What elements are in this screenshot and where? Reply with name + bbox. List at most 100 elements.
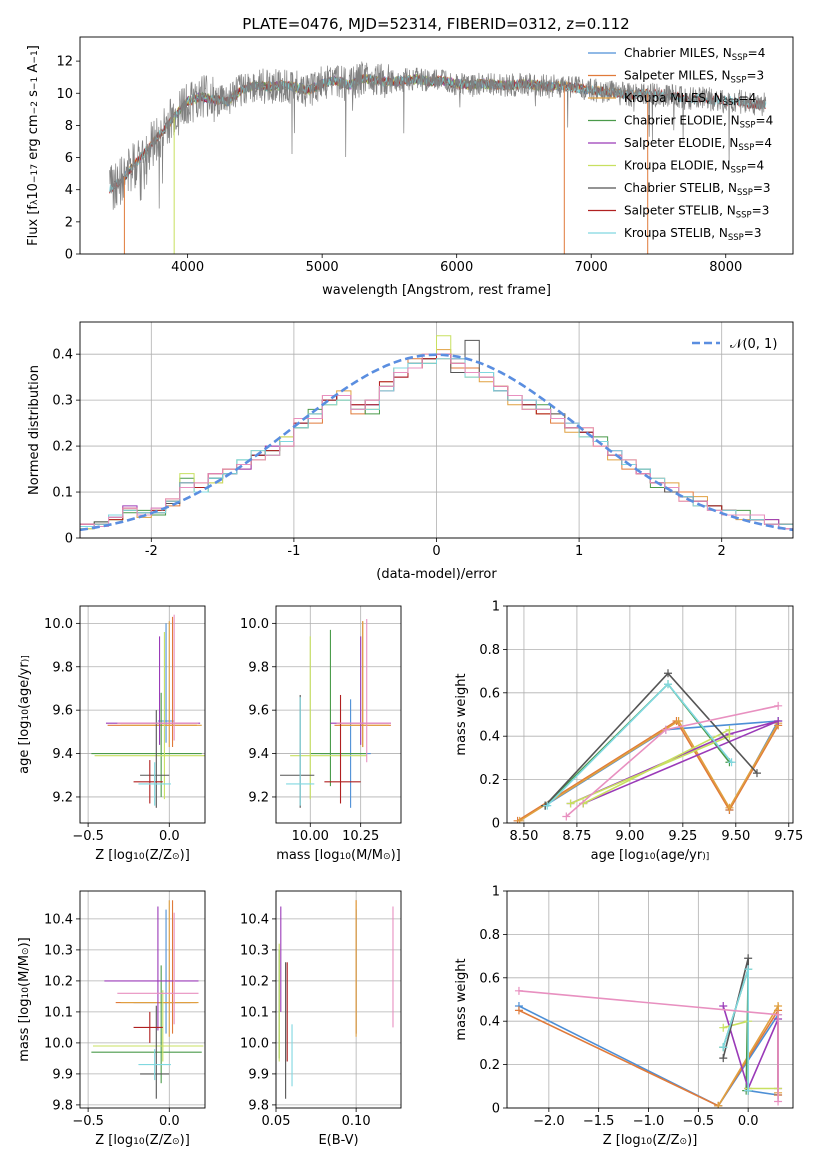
plus-marker [514,986,523,995]
plot-mass_vs_Z: −0.5 0.0 9.8 9.9 10.0 10.1 10.2 10.3 10.4 Z [log1… [17,890,206,1148]
plus-marker [674,717,683,726]
plus-marker [774,1010,783,1019]
plus-marker [744,965,753,974]
axes-frame [275,890,402,1109]
plus-marker [664,680,673,689]
plus-marker [543,801,552,810]
y-tick-label: 0 [65,532,73,547]
y-tick-label: 0.4 [52,348,73,363]
y-tick-label: 10.4 [44,912,73,927]
y-axis-label: Flux [fλ10−17 erg cm−2 s−1 A−1] [26,45,41,246]
x-axis-label: Z [log10(Z/Z⊙)] [603,1133,698,1148]
legend-label: Chabrier STELIB, NSSP=3 [624,181,771,198]
x-tick-label: −1.5 [583,1114,615,1129]
plot-age_vs_Z: −0.5 0.0 9.2 9.4 9.6 9.8 10.0 Z [log10(Z/Z⊙)] ag… [17,605,206,863]
x-tick-label: 5000 [306,260,339,275]
y-tick-label: 0.8 [479,928,500,943]
plot-area [80,335,793,538]
plus-marker [774,1097,783,1106]
legend: 𝒩(0, 1) [692,337,777,352]
plot-spectrum: 4000 5000 6000 7000 8000 0 2 4 6 8 10 12 wavelength … [26,36,794,298]
y-tick-label: 0.2 [479,1058,500,1073]
mass-weight-line [519,719,779,822]
histogram-series [80,353,793,538]
axes-frame [275,605,402,824]
x-tick-label: −2.0 [533,1114,565,1129]
plus-marker [661,725,670,734]
x-tick-label: 7000 [575,260,608,275]
x-tick-label: 0.0 [159,829,180,844]
x-tick-label: 8.75 [562,829,591,844]
x-tick-label: −0.5 [683,1114,715,1129]
x-axis-label: age [log10(age/yr)] [591,848,710,863]
y-tick-label: 10.0 [44,1036,73,1051]
x-tick-label: 10.25 [342,829,379,844]
y-tick-label: 6 [65,151,73,166]
y-tick-label: 0.2 [52,440,73,455]
y-tick-label: 9.9 [248,1067,269,1082]
plot-area [278,900,394,1099]
mass-weight-line [517,719,779,822]
axes-frame [79,36,794,255]
y-tick-label: 1 [492,885,500,900]
legend-label: Kroupa ELODIE, NSSP=4 [624,159,764,176]
y-axis-label: age [log10(age/yr)] [17,655,32,774]
normal-curve [80,353,793,532]
plus-marker [566,799,575,808]
x-tick-label: 8.50 [509,829,538,844]
plot-mass_vs_EBV: 0.05 0.10 9.8 9.9 10.0 10.1 10.2 10.3 10.4 E(B-V) [240,890,402,1148]
x-axis-label: wavelength [Angstrom, rest frame] [322,283,551,298]
plus-marker [774,1002,783,1011]
plus-marker [725,725,734,734]
y-tick-label: 9.6 [52,704,73,719]
x-tick-label: 0.10 [342,1114,371,1129]
y-tick-label: 0.4 [479,730,500,745]
plus-marker [562,812,571,821]
y-tick-label: 9.2 [52,790,73,805]
y-axis-label: mass weight [454,958,469,1040]
x-tick-label: -1 [287,544,300,559]
figure-title: PLATE=0476, MJD=52314, FIBERID=0312, z=0… [242,15,629,33]
x-tick-label: 0.0 [159,1114,180,1129]
y-axis-label: mass [log10(M/M⊙)] [17,937,32,1061]
y-tick-label: 8 [65,119,73,134]
y-tick-label: 9.4 [248,747,269,762]
y-tick-label: 9.9 [52,1067,73,1082]
y-tick-label: 9.8 [248,660,269,675]
x-tick-label: -2 [145,544,158,559]
plot-area [280,619,391,808]
plus-marker [752,769,761,778]
y-tick-label: 9.8 [248,1098,269,1113]
legend-label: Kroupa STELIB, NSSP=3 [624,226,762,243]
x-axis-label: mass [log10(M/M⊙)] [276,848,400,863]
legend-label: 𝒩(0, 1) [730,337,777,352]
mass-weight-line [570,720,779,805]
plot-age_vs_mass: 10.00 10.25 9.2 9.4 9.6 9.8 10.0 mass [log10(M/… [240,605,402,863]
x-tick-label: 2 [718,544,726,559]
plus-marker [744,954,753,963]
y-tick-label: 9.2 [248,790,269,805]
y-tick-label: 10.4 [240,912,269,927]
legend-label: Salpeter ELODIE, NSSP=4 [624,136,772,153]
plot-area [513,669,783,823]
y-tick-label: 0 [65,248,73,263]
x-tick-label: 8000 [709,260,742,275]
x-axis-label: Z [log10(Z/Z⊙)] [95,848,190,863]
x-tick-label: −0.5 [72,829,104,844]
legend-label: Chabrier ELODIE, NSSP=4 [624,114,773,131]
y-tick-label: 9.6 [248,704,269,719]
plot-residuals: -2 -1 0 1 2 0 0.1 0.2 0.3 0.4 (data-model)/error No… [27,321,794,582]
y-tick-label: 10.0 [240,1036,269,1051]
y-tick-label: 0.8 [479,643,500,658]
y-tick-label: 10.1 [44,1005,73,1020]
y-tick-label: 0.3 [52,394,73,409]
plot-area [91,614,205,808]
x-tick-label: 9.50 [721,829,750,844]
plus-marker [714,1101,723,1108]
x-tick-label: 0 [432,544,440,559]
x-tick-label: −1.0 [633,1114,665,1129]
y-tick-label: 4 [65,183,73,198]
plus-marker [719,1043,728,1052]
plus-marker [664,669,673,678]
plot-mass_weight_vs_Z: −2.0 −1.5 −1.0 −0.5 0.0 0 0.2 0.4 0.6 0.8 1 Z [log1… [454,885,794,1148]
